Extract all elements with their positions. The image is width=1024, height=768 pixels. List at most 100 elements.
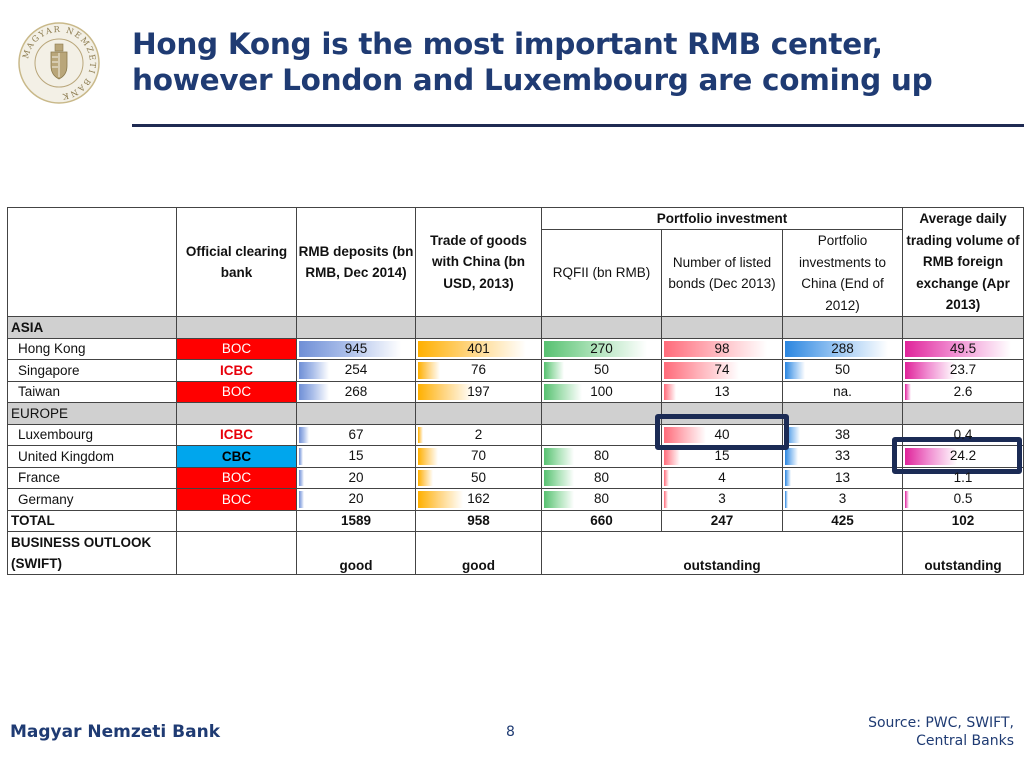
- total-deposits: 1589: [296, 509, 416, 532]
- rmb-centers-table: Official clearing bank RMB deposits (bn …: [7, 207, 1024, 575]
- outlook-trade: good: [415, 531, 542, 575]
- region-row-europe: EUROPE: [7, 402, 1024, 425]
- rqfii-value: 100: [590, 383, 613, 399]
- fx-value: 0.4: [953, 426, 973, 442]
- fx-value: 2.6: [953, 383, 973, 399]
- deposits-value: 20: [348, 469, 364, 485]
- portfolio-value: 288: [831, 340, 854, 356]
- source-line-2: Central Banks: [916, 733, 1014, 749]
- bonds-value: 4: [718, 469, 726, 485]
- outlook-fx: outstanding: [902, 531, 1024, 575]
- source-line-1: Source: PWC, SWIFT,: [868, 715, 1014, 731]
- outlook-label-line2: (SWIFT): [11, 556, 62, 571]
- title-divider: [132, 124, 1024, 127]
- deposits-value: 254: [344, 362, 368, 377]
- header-deposits: RMB deposits (bn RMB, Dec 2014): [296, 207, 416, 317]
- country-name: Germany: [7, 488, 177, 511]
- portfolio-value: 50: [834, 362, 851, 377]
- source-note: Source: PWC, SWIFT, Central Banks: [868, 714, 1014, 750]
- deposits-value: 268: [344, 383, 368, 399]
- table-row: Singapore ICBC 254 76 50 74 50 23.7: [7, 359, 1024, 382]
- total-label: TOTAL: [7, 509, 177, 532]
- rqfii-value: 80: [593, 448, 610, 463]
- country-name: Singapore: [7, 359, 177, 382]
- region-label: EUROPE: [7, 402, 177, 425]
- outlook-label-line1: BUSINESS OUTLOOK: [11, 535, 152, 550]
- trade-value: 2: [474, 426, 483, 442]
- portfolio-value: 33: [834, 448, 851, 463]
- bonds-value: 15: [714, 448, 730, 463]
- bonds-value: 74: [714, 362, 730, 377]
- trade-value: 70: [470, 448, 487, 463]
- trade-value: 401: [467, 340, 490, 356]
- country-name: Hong Kong: [7, 337, 177, 360]
- slide-title: Hong Kong is the most important RMB cent…: [132, 26, 1012, 98]
- table-row: France BOC 20 50 80 4 13 1.1: [7, 466, 1024, 489]
- rqfii-value: 50: [593, 362, 610, 377]
- fx-value: 24.2: [949, 448, 977, 463]
- total-rqfii: 660: [541, 509, 662, 532]
- trade-value: 197: [467, 383, 490, 399]
- fx-value: 23.7: [949, 362, 977, 377]
- deposits-value: 15: [348, 448, 364, 463]
- header-bonds: Number of listed bonds (Dec 2013): [661, 229, 783, 317]
- outlook-portfolio: outstanding: [541, 531, 903, 575]
- header-portfolio-group: Portfolio investment: [541, 207, 903, 230]
- bonds-value: 98: [714, 340, 730, 356]
- header-bank: Official clearing bank: [176, 207, 297, 317]
- total-trade: 958: [415, 509, 542, 532]
- region-row-asia: ASIA: [7, 316, 1024, 339]
- portfolio-value: 3: [838, 491, 847, 506]
- clearing-bank: ICBC: [176, 359, 297, 382]
- total-portfolio: 425: [782, 509, 903, 532]
- total-bonds: 247: [661, 509, 783, 532]
- bonds-value: 40: [714, 426, 730, 442]
- outlook-row: BUSINESS OUTLOOK (SWIFT) good good outst…: [7, 531, 1024, 575]
- deposits-value: 20: [348, 491, 364, 506]
- country-name: France: [7, 466, 177, 489]
- outlook-deposits: good: [296, 531, 416, 575]
- highlight-box-fx-uk: [892, 437, 1022, 474]
- trade-value: 76: [470, 362, 487, 377]
- total-fx: 102: [902, 509, 1024, 532]
- title-line-1: Hong Kong is the most important RMB cent…: [132, 27, 883, 61]
- page-number: 8: [506, 724, 515, 740]
- portfolio-value: na.: [833, 383, 852, 399]
- table-row: Taiwan BOC 268 197 100 13 na. 2.6: [7, 380, 1024, 403]
- clearing-bank: CBC: [176, 445, 297, 468]
- mnb-seal-logo: MAGYAR NEMZETI BANK: [18, 22, 100, 104]
- country-name: Luxembourg: [7, 423, 177, 446]
- clearing-bank: BOC: [176, 337, 297, 360]
- clearing-bank: BOC: [176, 380, 297, 403]
- highlight-box-bonds-luxembourg: [655, 414, 789, 450]
- header-country: [7, 207, 177, 317]
- trade-value: 162: [467, 491, 490, 506]
- footer-bank-name: Magyar Nemzeti Bank: [10, 722, 221, 742]
- header-row-2: RQFII (bn RMB) Number of listed bonds (D…: [8, 229, 1024, 317]
- title-line-2: however London and Luxembourg are coming…: [132, 63, 933, 97]
- deposits-value: 67: [348, 426, 364, 442]
- bonds-value: 13: [714, 383, 730, 399]
- rqfii-value: 80: [593, 491, 610, 506]
- country-name: United Kingdom: [7, 445, 177, 468]
- portfolio-value: 13: [834, 469, 851, 485]
- total-row: TOTAL 1589 958 660 247 425 102: [7, 509, 1024, 532]
- table-row: Hong Kong BOC 945 401 270 98 288 49.5: [7, 337, 1024, 360]
- table-row: Germany BOC 20 162 80 3 3 0.5: [7, 488, 1024, 511]
- header-row-1: Official clearing bank RMB deposits (bn …: [7, 207, 1024, 317]
- clearing-bank: BOC: [176, 488, 297, 511]
- deposits-value: 945: [344, 340, 368, 356]
- fx-value: 1.1: [953, 469, 973, 485]
- outlook-label: BUSINESS OUTLOOK (SWIFT): [7, 531, 177, 575]
- table-row: Luxembourg ICBC 67 2 40 38 0.4: [7, 423, 1024, 446]
- fx-value: 49.5: [949, 340, 977, 356]
- rqfii-value: 80: [593, 469, 610, 485]
- rqfii-value: 270: [590, 340, 613, 356]
- table-row: United Kingdom CBC 15 70 80 15 33 24.2: [7, 445, 1024, 468]
- region-label: ASIA: [7, 316, 177, 339]
- clearing-bank: BOC: [176, 466, 297, 489]
- header-fx: Average daily trading volume of RMB fore…: [902, 207, 1024, 317]
- country-name: Taiwan: [7, 380, 177, 403]
- trade-value: 50: [470, 469, 487, 485]
- header-rqfii: RQFII (bn RMB): [541, 229, 662, 317]
